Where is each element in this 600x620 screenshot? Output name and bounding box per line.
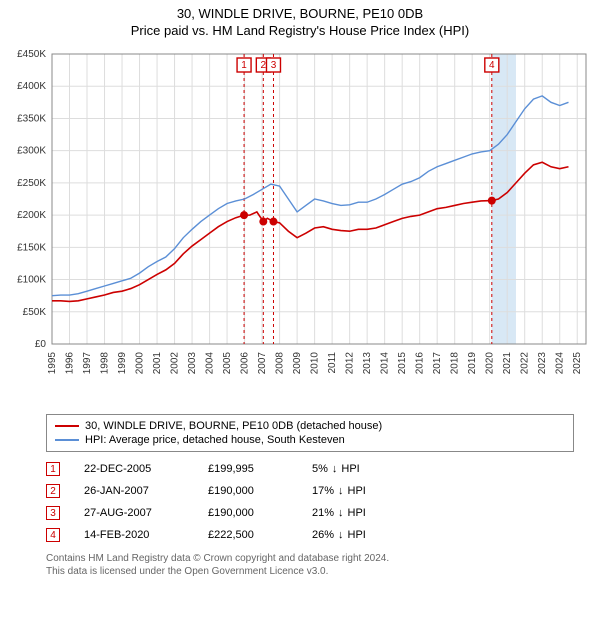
svg-text:£200K: £200K: [17, 210, 46, 221]
svg-text:2002: 2002: [170, 352, 181, 375]
svg-text:1998: 1998: [100, 352, 111, 375]
event-row: 1 22-DEC-2005 £199,995 5%↓HPI: [46, 458, 574, 480]
svg-text:2008: 2008: [275, 352, 286, 375]
event-marker: 1: [46, 462, 60, 476]
svg-text:2020: 2020: [485, 352, 496, 375]
svg-text:2021: 2021: [502, 352, 513, 375]
svg-text:2024: 2024: [555, 352, 566, 375]
svg-text:2006: 2006: [240, 352, 251, 375]
svg-text:2005: 2005: [222, 352, 233, 375]
svg-text:2022: 2022: [520, 352, 531, 375]
event-date: 27-AUG-2007: [84, 507, 184, 519]
event-marker: 3: [46, 506, 60, 520]
svg-text:£300K: £300K: [17, 146, 46, 157]
event-delta: 21%↓HPI: [312, 507, 366, 519]
event-marker: 2: [46, 484, 60, 498]
svg-text:2001: 2001: [152, 352, 163, 375]
event-price: £199,995: [208, 463, 288, 475]
event-delta: 5%↓HPI: [312, 463, 360, 475]
svg-text:£0: £0: [35, 339, 47, 350]
event-row: 4 14-FEB-2020 £222,500 26%↓HPI: [46, 524, 574, 546]
svg-text:1995: 1995: [47, 352, 58, 375]
footer-attribution: Contains HM Land Registry data © Crown c…: [46, 552, 574, 578]
svg-text:£400K: £400K: [17, 81, 46, 92]
svg-text:2023: 2023: [537, 352, 548, 375]
legend-item: HPI: Average price, detached house, Sout…: [55, 433, 565, 447]
svg-text:2019: 2019: [467, 352, 478, 375]
down-arrow-icon: ↓: [338, 529, 344, 541]
svg-text:2014: 2014: [380, 352, 391, 375]
svg-text:£50K: £50K: [23, 307, 47, 318]
svg-text:2025: 2025: [572, 352, 583, 375]
event-row: 3 27-AUG-2007 £190,000 21%↓HPI: [46, 502, 574, 524]
svg-text:2013: 2013: [362, 352, 373, 375]
svg-text:2018: 2018: [450, 352, 461, 375]
chart-title: 30, WINDLE DRIVE, BOURNE, PE10 0DB: [6, 6, 594, 21]
event-price: £190,000: [208, 507, 288, 519]
svg-text:2000: 2000: [135, 352, 146, 375]
event-date: 22-DEC-2005: [84, 463, 184, 475]
svg-text:2010: 2010: [310, 352, 321, 375]
event-price: £190,000: [208, 485, 288, 497]
svg-text:1999: 1999: [117, 352, 128, 375]
svg-text:1997: 1997: [82, 352, 93, 375]
svg-text:2015: 2015: [397, 352, 408, 375]
footer-line-2: This data is licensed under the Open Gov…: [46, 565, 574, 578]
event-delta: 26%↓HPI: [312, 529, 366, 541]
svg-text:2011: 2011: [327, 352, 338, 374]
events-table: 1 22-DEC-2005 £199,995 5%↓HPI 2 26-JAN-2007 £1…: [46, 458, 574, 546]
svg-text:2007: 2007: [257, 352, 268, 375]
legend-label: 30, WINDLE DRIVE, BOURNE, PE10 0DB (deta…: [85, 420, 382, 432]
svg-text:2016: 2016: [415, 352, 426, 375]
svg-text:4: 4: [489, 60, 495, 71]
event-price: £222,500: [208, 529, 288, 541]
svg-text:£100K: £100K: [17, 275, 46, 286]
event-date: 26-JAN-2007: [84, 485, 184, 497]
svg-text:£350K: £350K: [17, 113, 46, 124]
footer-line-1: Contains HM Land Registry data © Crown c…: [46, 552, 574, 565]
down-arrow-icon: ↓: [338, 507, 344, 519]
legend: 30, WINDLE DRIVE, BOURNE, PE10 0DB (deta…: [46, 414, 574, 452]
event-date: 14-FEB-2020: [84, 529, 184, 541]
legend-swatch: [55, 425, 79, 427]
svg-text:2017: 2017: [432, 352, 443, 375]
chart-svg: £0 £50K £100K £150K £200K £250K £300K £350K £400…: [6, 46, 594, 406]
svg-text:2012: 2012: [345, 352, 356, 375]
svg-text:3: 3: [271, 60, 277, 71]
svg-text:2: 2: [261, 60, 267, 71]
down-arrow-icon: ↓: [338, 485, 344, 497]
legend-item: 30, WINDLE DRIVE, BOURNE, PE10 0DB (deta…: [55, 419, 565, 433]
event-delta: 17%↓HPI: [312, 485, 366, 497]
chart-subtitle: Price paid vs. HM Land Registry's House …: [6, 23, 594, 38]
price-chart: £0 £50K £100K £150K £200K £250K £300K £350K £400…: [6, 46, 594, 406]
legend-label: HPI: Average price, detached house, Sout…: [85, 434, 345, 446]
event-row: 2 26-JAN-2007 £190,000 17%↓HPI: [46, 480, 574, 502]
svg-text:2009: 2009: [292, 352, 303, 375]
svg-text:£150K: £150K: [17, 242, 46, 253]
svg-text:£450K: £450K: [17, 49, 46, 60]
svg-text:2003: 2003: [187, 352, 198, 375]
svg-text:1: 1: [241, 60, 247, 71]
event-marker: 4: [46, 528, 60, 542]
down-arrow-icon: ↓: [332, 463, 338, 475]
svg-text:1996: 1996: [65, 352, 76, 375]
svg-text:2004: 2004: [205, 352, 216, 375]
legend-swatch: [55, 439, 79, 441]
svg-text:£250K: £250K: [17, 178, 46, 189]
